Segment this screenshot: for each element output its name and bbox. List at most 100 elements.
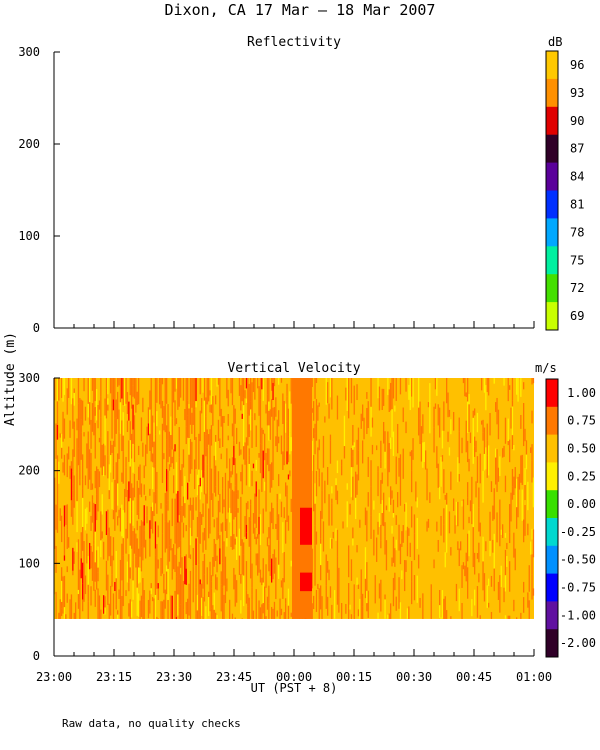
velocity-cell [79, 599, 81, 619]
velocity-cell [206, 447, 208, 465]
velocity-cell [139, 525, 141, 557]
velocity-cell [472, 527, 474, 548]
velocity-cell [366, 603, 368, 612]
velocity-cell [469, 432, 472, 444]
velocity-cell [478, 542, 480, 563]
velocity-cell [275, 557, 277, 587]
velocity-cell [189, 589, 192, 619]
velocity-cell [486, 585, 488, 608]
velocity-cell [91, 499, 94, 523]
velocity-cell [112, 440, 115, 466]
velocity-cell [164, 403, 166, 433]
velocity-cell [93, 407, 95, 436]
velocity-cell [201, 583, 203, 598]
velocity-cell [157, 583, 159, 589]
velocity-cell [404, 503, 406, 512]
velocity-cell [259, 428, 262, 444]
velocity-cell [203, 461, 206, 472]
reflectivity-colorbar-label: 72 [570, 281, 584, 295]
velocity-cell [290, 378, 292, 404]
velocity-cell [348, 389, 350, 419]
reflectivity-colorbar-label: 75 [570, 253, 584, 267]
velocity-cell [174, 554, 176, 573]
velocity-cell [328, 403, 330, 419]
velocity-cell [224, 586, 227, 604]
velocity-cell [94, 452, 96, 459]
velocity-cell [500, 565, 502, 588]
velocity-cell [187, 415, 189, 438]
velocity-cell [254, 378, 256, 400]
velocity-cell [198, 438, 200, 470]
velocity-cell [104, 398, 106, 416]
velocity-cell [150, 441, 152, 462]
velocity-cell [77, 403, 80, 429]
velocity-cell [188, 408, 190, 439]
velocity-cell [327, 561, 329, 573]
velocity-cell [272, 553, 274, 580]
velocity-cell [227, 418, 229, 426]
velocity-cell [152, 415, 154, 448]
velocity-cell [196, 610, 199, 619]
velocity-cell [238, 441, 241, 456]
velocity-cell [259, 607, 262, 619]
velocity-cell [82, 479, 84, 489]
reflectivity-colorbar-swatch [546, 51, 558, 80]
velocity-cell [97, 604, 99, 619]
velocity-cell [264, 433, 266, 461]
velocity-cell [119, 378, 122, 403]
velocity-cell [511, 378, 514, 401]
velocity-cell [506, 556, 508, 561]
velocity-cell [516, 378, 518, 395]
velocity-cell [118, 409, 120, 432]
velocity-cell [380, 597, 382, 612]
velocity-cell [180, 574, 182, 605]
velocity-cell [236, 473, 238, 494]
velocity-cell [357, 427, 360, 451]
velocity-cell [467, 497, 469, 506]
velocity-cell [245, 590, 248, 604]
velocity-cell [77, 448, 80, 466]
velocity-cell [108, 490, 110, 500]
velocity-cell [63, 454, 66, 476]
velocity-cell [506, 542, 508, 550]
reflectivity-colorbar-label: 96 [570, 58, 584, 72]
velocity-cell [107, 509, 109, 533]
velocity-cell [223, 570, 225, 586]
velocity-cell [327, 382, 329, 404]
velocity-cell [167, 476, 169, 501]
velocity-cell [82, 527, 84, 551]
velocity-cell [236, 427, 238, 444]
velocity-cell [251, 563, 253, 588]
velocity-cell [153, 422, 155, 442]
velocity-cell [483, 573, 486, 602]
velocity-cell [80, 399, 82, 420]
velocity-cell [132, 531, 134, 561]
velocity-cell [215, 465, 217, 487]
velocity-cell [226, 448, 228, 469]
velocity-cell [488, 445, 490, 476]
velocity-cell [524, 468, 526, 485]
velocity-cell [143, 465, 145, 479]
velocity-cell [440, 515, 442, 536]
velocity-cell [110, 378, 112, 394]
velocity-cell [125, 378, 127, 404]
velocity-cell [377, 471, 379, 497]
velocity-cell [251, 470, 253, 487]
velocity-cell [395, 596, 397, 611]
velocity-cell [261, 577, 263, 586]
velocity-cell [233, 445, 235, 466]
velocity-cell [493, 378, 495, 384]
velocity-cell [80, 532, 82, 559]
velocity-cell [241, 464, 243, 495]
velocity-cell [314, 433, 316, 455]
velocity-cell [68, 446, 70, 460]
velocity-cell [114, 479, 116, 501]
velocity-cell [283, 612, 285, 619]
velocity-cell [248, 463, 250, 487]
velocity-cell [219, 378, 221, 402]
velocity-cell [269, 535, 271, 555]
velocity-cell [483, 443, 486, 454]
velocity-cell [404, 560, 406, 592]
velocity-cell [199, 477, 201, 487]
velocity-title: Vertical Velocity [227, 361, 360, 376]
